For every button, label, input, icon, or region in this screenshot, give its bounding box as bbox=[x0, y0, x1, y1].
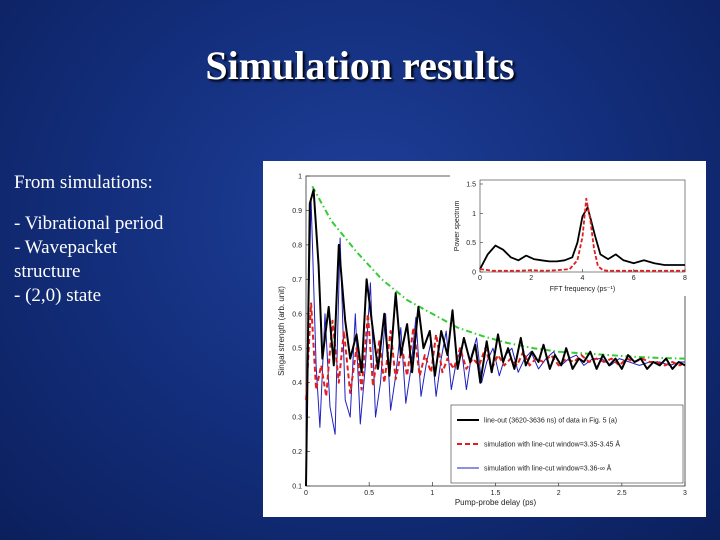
inset-x-tick-label: 0 bbox=[478, 275, 482, 282]
legend-label: simulation with line-cut window=3.36-∞ Å bbox=[484, 464, 612, 473]
legend-label: simulation with line-cut window=3.35-3.4… bbox=[484, 440, 620, 449]
bullet-list: - Vibrational period - Wavepacket struct… bbox=[14, 212, 254, 308]
bullet-item: - (2,0) state bbox=[14, 285, 102, 306]
x-tick-label: 3 bbox=[683, 490, 687, 497]
series-line-3 bbox=[311, 185, 686, 360]
inset-y-axis-label: Power spectrum bbox=[454, 201, 461, 252]
y-tick-label: 0.5 bbox=[292, 346, 302, 353]
y-tick-label: 0.6 bbox=[292, 311, 302, 318]
bullet-item: - Vibrational period bbox=[14, 213, 164, 234]
inset-background bbox=[450, 172, 689, 296]
x-tick-label: 2 bbox=[557, 490, 561, 497]
bullet-item: - Wavepacket bbox=[14, 237, 118, 258]
figure-panel: 0 0.5 1 1.5 2 2.5 3 1 0.9 0.8 0.7 0.6 0.5 0.4 0.3 0.2 0.… bbox=[263, 161, 706, 517]
inset-x-tick-label: 6 bbox=[632, 275, 636, 282]
series-line-2 bbox=[305, 199, 685, 435]
inset-x-tick-label: 2 bbox=[529, 275, 533, 282]
inset-y-tick-label: 1.5 bbox=[466, 182, 476, 189]
y-tick-label: 0.8 bbox=[292, 242, 302, 249]
x-tick-label: 1 bbox=[430, 490, 434, 497]
y-tick-label: 0.3 bbox=[292, 415, 302, 422]
x-tick-label: 1.5 bbox=[491, 490, 501, 497]
legend-box bbox=[450, 404, 684, 484]
x-tick-label: 0.5 bbox=[364, 490, 374, 497]
y-axis-label: Singal strength (arb. unit) bbox=[277, 286, 286, 376]
x-tick-label: 0 bbox=[304, 490, 308, 497]
inset-series-line-1 bbox=[479, 197, 685, 272]
inset-x-axis-label: FFT frequency (ps⁻¹) bbox=[550, 286, 615, 293]
inset-x-tick-label: 8 bbox=[683, 275, 687, 282]
y-tick-label: 0.2 bbox=[292, 449, 302, 456]
intro-text: From simulations: bbox=[14, 172, 153, 193]
x-tick-label: 2.5 bbox=[617, 490, 627, 497]
series-line-0 bbox=[305, 188, 686, 487]
simulation-chart: 0 0.5 1 1.5 2 2.5 3 1 0.9 0.8 0.7 0.6 0.5 0.4 0.3 0.2 0.… bbox=[277, 172, 689, 507]
legend-label: line-out (3620-3636 ns) of data in Fig. … bbox=[484, 418, 617, 425]
inset-y-tick-label: 0 bbox=[472, 270, 476, 277]
y-tick-label: 0.9 bbox=[292, 208, 302, 215]
inset-y-tick-label: 1 bbox=[472, 211, 476, 218]
inset-y-tick-label: 0.5 bbox=[466, 240, 476, 247]
slide-title: Simulation results bbox=[205, 43, 515, 88]
x-axis-label: Pump-probe delay (ps) bbox=[455, 498, 537, 507]
series-line-1 bbox=[305, 302, 686, 400]
bullet-item: structure bbox=[14, 261, 81, 282]
inset-x-tick-label: 4 bbox=[581, 275, 585, 282]
y-tick-label: 1 bbox=[298, 174, 302, 181]
y-tick-label: 0.4 bbox=[292, 380, 302, 387]
y-tick-label: 0.7 bbox=[292, 277, 302, 284]
inset-series-line-0 bbox=[479, 206, 685, 270]
y-tick-label: 0.1 bbox=[292, 484, 302, 491]
